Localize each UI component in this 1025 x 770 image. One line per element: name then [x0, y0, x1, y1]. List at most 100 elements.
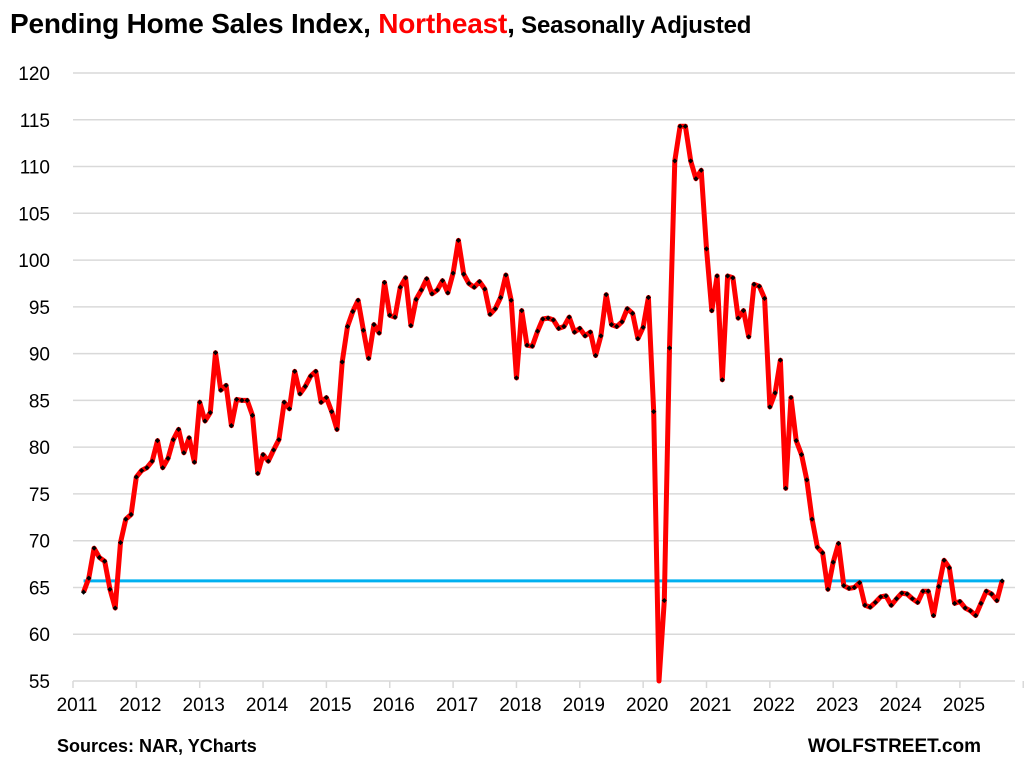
- data-point: [181, 450, 187, 456]
- data-point: [582, 333, 588, 339]
- data-point: [202, 418, 208, 424]
- data-point: [978, 600, 984, 606]
- data-point: [666, 345, 673, 351]
- y-tick-label: 90: [29, 345, 50, 366]
- title-separator: ,: [507, 8, 515, 39]
- data-point: [133, 474, 139, 480]
- data-point: [930, 612, 937, 619]
- data-point: [735, 315, 741, 321]
- data-point: [381, 279, 388, 286]
- title-highlight: Northeast: [378, 8, 508, 39]
- data-point: [117, 539, 124, 546]
- data-point: [598, 333, 604, 339]
- data-point: [175, 426, 182, 432]
- series-group: [80, 123, 1005, 684]
- data-point: [160, 465, 166, 471]
- data-point: [471, 284, 477, 290]
- data-point: [276, 437, 282, 443]
- data-point: [360, 327, 366, 333]
- data-point: [508, 297, 514, 303]
- data-point: [387, 312, 393, 318]
- data-point: [424, 276, 430, 282]
- data-point: [677, 123, 683, 129]
- data-point: [835, 540, 842, 547]
- data-point: [571, 329, 578, 335]
- data-point: [893, 596, 900, 602]
- data-point: [566, 314, 572, 320]
- data-point: [492, 306, 498, 312]
- data-point: [962, 605, 968, 611]
- data-point: [682, 123, 688, 129]
- data-point: [96, 554, 102, 561]
- data-point: [920, 588, 926, 594]
- data-point: [107, 586, 113, 592]
- data-point: [988, 591, 995, 597]
- data-point: [804, 477, 810, 483]
- data-point: [239, 397, 245, 403]
- x-tick-label: 2017: [436, 695, 478, 716]
- y-tick-label: 115: [20, 111, 50, 132]
- data-point: [693, 176, 699, 182]
- data-point: [878, 594, 884, 600]
- data-point: [498, 294, 504, 301]
- title-prefix: Pending Home Sales Index,: [10, 8, 379, 39]
- data-point: [545, 315, 551, 321]
- data-point: [371, 322, 377, 328]
- x-tick-label: 2016: [373, 695, 415, 716]
- data-point: [983, 588, 989, 594]
- data-point: [503, 272, 509, 278]
- data-point: [339, 359, 345, 365]
- data-point: [402, 275, 409, 281]
- data-point: [867, 604, 873, 610]
- data-point: [709, 307, 715, 314]
- data-point: [534, 328, 541, 334]
- data-point: [825, 586, 831, 592]
- x-tick-label: 2015: [309, 695, 351, 716]
- data-point: [302, 383, 308, 389]
- data-point: [925, 588, 931, 594]
- data-point: [830, 559, 836, 565]
- data-point: [603, 292, 609, 298]
- y-tick-label: 75: [29, 485, 50, 506]
- y-tick-label: 100: [18, 251, 50, 272]
- y-tick-label: 60: [29, 625, 50, 646]
- brand-label: WOLFSTREET.com: [807, 736, 981, 757]
- data-point: [952, 600, 958, 606]
- data-point: [281, 399, 287, 405]
- data-point: [904, 591, 910, 597]
- data-point: [614, 323, 620, 330]
- data-point: [751, 281, 757, 287]
- title-suffix: Seasonally Adjusted: [514, 12, 752, 39]
- data-point: [123, 516, 129, 522]
- data-point: [323, 394, 329, 401]
- data-point: [608, 322, 615, 328]
- data-point: [313, 368, 319, 374]
- data-point: [450, 270, 456, 276]
- data-point: [86, 575, 92, 581]
- data-point: [519, 307, 525, 314]
- data-point: [798, 452, 805, 458]
- x-axis: 2011 2012 2013 2014 2015 2016 2017 2018 2019 2020…: [57, 680, 1024, 716]
- data-point: [376, 330, 382, 336]
- sources-note: Sources: NAR, YCharts: [57, 736, 257, 756]
- data-point: [413, 296, 419, 302]
- data-point: [672, 158, 678, 164]
- data-point: [165, 455, 171, 461]
- x-tick-label: 2019: [563, 695, 605, 716]
- data-point: [476, 278, 483, 285]
- data-point: [783, 485, 789, 491]
- data-point: [154, 438, 161, 444]
- data-point: [334, 426, 340, 432]
- x-tick-label: 2025: [943, 695, 985, 716]
- data-point: [851, 584, 857, 591]
- data-point: [756, 283, 762, 289]
- data-point: [883, 593, 889, 599]
- data-point: [80, 589, 87, 595]
- data-point: [482, 286, 488, 292]
- data-point: [793, 438, 799, 444]
- data-point: [286, 406, 293, 412]
- data-point: [635, 336, 641, 342]
- data-point: [936, 583, 942, 590]
- data-point: [640, 324, 646, 331]
